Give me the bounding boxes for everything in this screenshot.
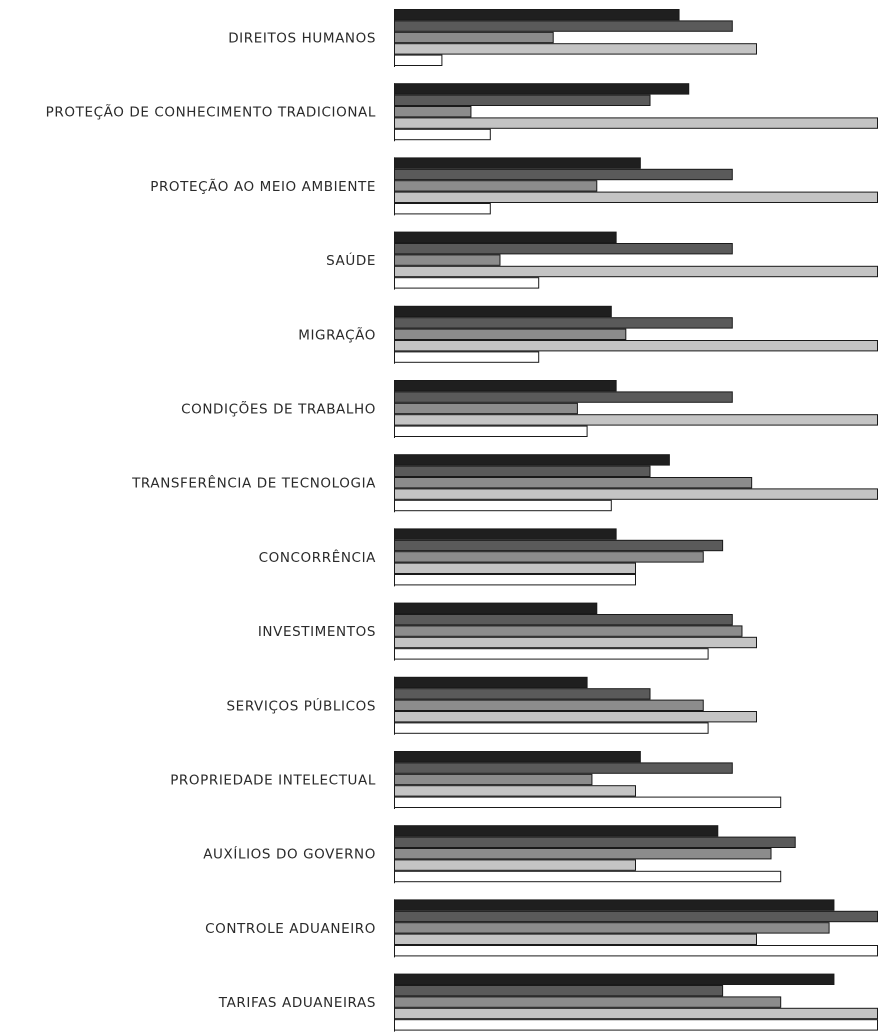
bar-series-4 [394,711,757,723]
bar-series-1 [394,602,598,614]
bar-series-4 [394,265,878,278]
bar-series-1 [394,899,835,911]
bar-series-5 [394,54,443,66]
bar-series-2 [394,688,651,700]
bar-series-4 [394,933,757,945]
bar-series-4 [394,785,636,797]
bar-series-1 [394,9,680,21]
category-label: CONDIÇÕES DE TRABALHO [181,401,376,418]
bar-series-5 [394,277,540,289]
bar-series-5 [394,796,782,808]
bar-series-3 [394,996,782,1008]
bar-series-3 [394,848,772,860]
bar-series-1 [394,157,641,169]
bar-series-2 [394,614,733,626]
category-label: INVESTIMENTOS [258,624,376,640]
bar-series-5 [394,574,636,586]
bar-series-4 [394,191,878,204]
category-label: PROTEÇÃO DE CONHECIMENTO TRADICIONAL [46,104,376,121]
bar-series-1 [394,83,690,95]
bar-series-2 [394,20,733,32]
bar-series-2 [394,317,733,329]
bar-series-1 [394,676,588,689]
bar-series-2 [394,836,796,848]
bar-series-1 [394,973,835,985]
bar-series-3 [394,773,593,786]
bar-series-4 [394,488,878,500]
bar-series-3 [394,625,743,637]
bar-series-3 [394,922,830,934]
bar-series-3 [394,699,704,711]
category-label: SERVIÇOS PÚBLICOS [227,696,376,714]
bar-series-3 [394,402,578,415]
bar-series-2 [394,539,724,552]
bar-series-1 [394,305,612,318]
bar-series-2 [394,762,733,774]
bar-series-2 [394,910,878,923]
bar-series-5 [394,722,709,734]
category-label: PROTEÇÃO AO MEIO AMBIENTE [150,178,376,195]
bar-series-3 [394,254,501,266]
category-label: CONCORRÊNCIA [259,548,377,566]
category-label: CONTROLE ADUANEIRO [205,921,376,937]
bar-series-2 [394,168,733,181]
bar-series-5 [394,128,491,141]
bar-series-1 [394,751,641,763]
bar-series-4 [394,117,878,129]
category-label: SAÚDE [326,251,376,269]
bar-series-5 [394,499,612,512]
bar-series-2 [394,391,733,403]
bar-series-2 [394,243,733,255]
bar-series-2 [394,985,724,997]
bar-series-4 [394,859,636,871]
bar-series-1 [394,528,617,540]
category-label: TRANSFERÊNCIA DE TECNOLOGIA [131,474,376,492]
bar-series-1 [394,454,670,466]
bar-series-5 [394,648,709,660]
category-label: TARIFAS ADUANEIRAS [218,995,376,1011]
bar-series-2 [394,94,651,106]
bar-series-5 [394,945,878,957]
bar-series-3 [394,477,753,489]
bar-series-2 [394,465,651,478]
bar-series-1 [394,231,617,244]
bar-series-1 [394,825,719,837]
category-label: DIREITOS HUMANOS [228,31,376,47]
bar-series-3 [394,328,627,341]
category-label: AUXÍLIOS DO GOVERNO [203,846,376,863]
bar-series-4 [394,562,636,574]
bar-series-3 [394,106,472,118]
bars-area [394,9,878,1032]
bar-series-5 [394,425,588,438]
bar-series-5 [394,870,782,883]
bar-series-3 [394,31,554,44]
bar-series-3 [394,551,704,563]
bar-series-4 [394,340,878,352]
bar-series-5 [394,1019,878,1031]
bar-series-4 [394,636,757,649]
bar-series-3 [394,180,598,192]
bar-series-4 [394,414,878,426]
category-label: PROPRIEDADE INTELECTUAL [170,773,376,789]
bar-series-5 [394,351,540,363]
category-labels: DIREITOS HUMANOS PROTEÇÃO DE CONHECIMENTO… [46,31,377,1012]
bar-series-4 [394,1007,878,1020]
bar-series-5 [394,203,491,215]
bar-series-4 [394,43,757,55]
category-label: MIGRAÇÃO [298,326,376,343]
bar-series-1 [394,380,617,392]
